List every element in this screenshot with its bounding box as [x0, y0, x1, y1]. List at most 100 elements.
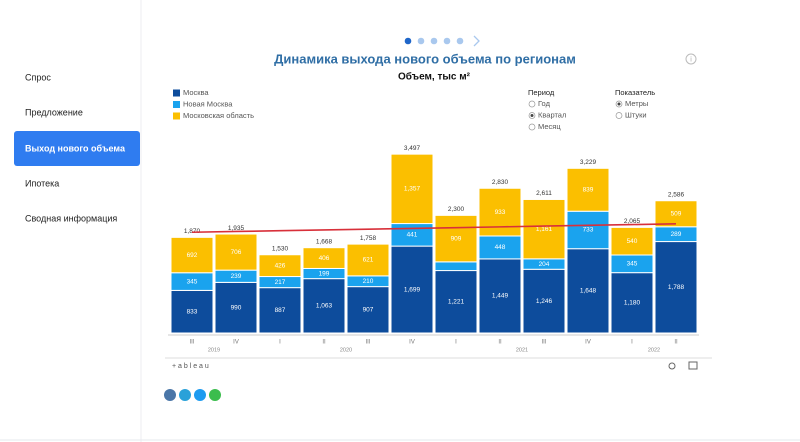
segment-label: 733 — [583, 227, 594, 234]
bar-segment — [478, 187, 522, 237]
x-tick-label: III — [541, 340, 546, 346]
total-label: 1,935 — [228, 225, 245, 232]
segment-label: 990 — [231, 304, 242, 311]
twitter-icon[interactable] — [194, 389, 206, 401]
tableau-logo: + a b l e a u — [172, 363, 209, 370]
x-tick-label: I — [455, 340, 457, 346]
control-title: Показатель — [615, 88, 655, 97]
segment-label: 204 — [539, 261, 550, 268]
segment-label: 441 — [407, 232, 418, 239]
legend-label: Новая Москва — [183, 99, 233, 108]
total-label: 2,065 — [624, 218, 641, 225]
segment-label: 239 — [231, 273, 242, 280]
nav-item[interactable]: Выход нового объема — [25, 143, 126, 153]
next-arrow[interactable] — [473, 35, 480, 47]
radio-label[interactable]: Квартал — [538, 110, 566, 119]
download-icon[interactable] — [688, 361, 698, 370]
bar-segment — [566, 210, 610, 250]
bar-segment — [390, 153, 434, 225]
bar-segment — [170, 289, 214, 334]
nav-item[interactable]: Ипотека — [25, 178, 59, 188]
bar-segment — [258, 287, 302, 334]
segment-label: 1,221 — [448, 298, 465, 305]
bar-segment — [170, 236, 214, 274]
dot[interactable] — [430, 37, 438, 45]
radio[interactable] — [528, 123, 536, 131]
bar-segment — [302, 278, 346, 334]
segment-label: 706 — [231, 249, 242, 256]
info-glyph: i — [690, 56, 692, 63]
total-label: 1,668 — [316, 238, 333, 245]
x-tick-label: IV — [233, 340, 239, 346]
year-label: 2021 — [516, 347, 528, 353]
whatsapp-icon[interactable] — [209, 389, 221, 401]
share-icon[interactable] — [668, 362, 676, 370]
bar-segment — [522, 198, 566, 260]
info-icon[interactable] — [685, 53, 697, 65]
x-tick-label: III — [365, 340, 370, 346]
legend-swatch — [173, 112, 180, 120]
x-tick-label: I — [279, 340, 281, 346]
radio[interactable] — [615, 112, 623, 119]
total-label: 3,229 — [580, 159, 597, 166]
radio-dot — [617, 102, 621, 106]
segment-label: 289 — [671, 231, 682, 238]
segment-label: 1,246 — [536, 298, 553, 305]
bar-segment — [654, 200, 698, 228]
bar-segment — [302, 247, 346, 269]
x-tick-label: III — [189, 340, 194, 346]
average-line — [191, 223, 677, 234]
x-tick-label: II — [498, 340, 502, 346]
radio-label[interactable]: Метры — [625, 99, 648, 108]
x-tick-label: IV — [585, 340, 591, 346]
segment-label: 345 — [187, 278, 198, 285]
segment-label: 887 — [275, 307, 286, 314]
active-item-bg[interactable] — [14, 131, 140, 166]
x-tick-label: II — [674, 340, 678, 346]
bar-segment — [654, 241, 698, 334]
segment-label: 907 — [363, 307, 374, 314]
nav-item[interactable]: Предложение — [25, 107, 83, 117]
bar-segment — [214, 281, 258, 334]
bar-segment — [522, 268, 566, 334]
telegram-icon[interactable] — [179, 389, 191, 401]
year-label: 2019 — [208, 347, 220, 353]
legend-label: Москва — [183, 88, 209, 97]
dot[interactable] — [456, 37, 464, 45]
segment-label: 1,357 — [404, 186, 421, 193]
total-label: 2,586 — [668, 191, 685, 198]
bar-segment — [610, 272, 654, 334]
segment-label: 1,063 — [316, 303, 333, 310]
year-label: 2022 — [648, 347, 660, 353]
legend-swatch — [173, 101, 180, 108]
nav-item[interactable]: Сводная информация — [25, 213, 117, 223]
pager — [404, 35, 480, 47]
segment-label: 909 — [451, 235, 462, 242]
chart-title: Динамика выхода нового объема по региона… — [274, 51, 576, 66]
segment-label: 345 — [627, 261, 638, 268]
legend-label: Московская область — [183, 111, 254, 120]
segment-label: 199 — [319, 270, 330, 277]
segment-label: 1,161 — [536, 226, 553, 233]
vk-icon[interactable] — [164, 389, 176, 401]
total-label: 1,530 — [272, 245, 289, 252]
control-title: Период — [528, 88, 555, 97]
radio-label[interactable]: Штуки — [625, 110, 647, 119]
segment-label: 448 — [495, 244, 506, 251]
segment-label: 621 — [363, 257, 374, 264]
radio-dot — [530, 114, 534, 117]
segment-label: 217 — [275, 279, 286, 286]
segment-label: 426 — [275, 262, 286, 269]
dot[interactable] — [404, 37, 412, 45]
dot[interactable] — [443, 37, 451, 45]
segment-label: 933 — [495, 209, 506, 216]
dot[interactable] — [417, 37, 425, 45]
bar-segment — [566, 167, 610, 212]
radio[interactable] — [528, 100, 536, 108]
nav-item[interactable]: Спрос — [25, 72, 51, 82]
radio-label[interactable]: Год — [538, 99, 551, 108]
segment-label: 1,180 — [624, 300, 641, 307]
radio-label[interactable]: Месяц — [538, 122, 561, 131]
total-label: 2,611 — [536, 190, 552, 197]
